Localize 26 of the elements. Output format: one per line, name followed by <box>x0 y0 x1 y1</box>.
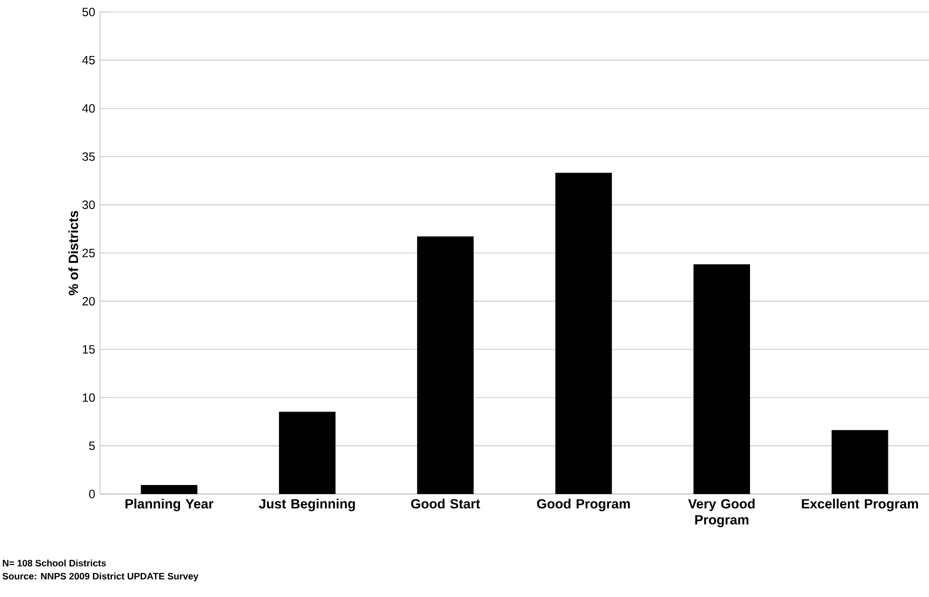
x-tick-label: Good Start <box>411 498 480 508</box>
text: N= 108 School Districts <box>2 560 106 566</box>
bar <box>417 236 474 494</box>
y-tick-label: 40 <box>82 104 95 113</box>
bar <box>278 412 336 494</box>
y-tick-label: 5 <box>89 442 95 450</box>
y-tick-label: 15 <box>82 345 95 354</box>
bar <box>140 485 198 494</box>
source-note: Source: NNPS 2009 District UPDATE Survey <box>2 572 198 582</box>
y-tick-label: 45 <box>82 56 95 64</box>
y-tick-label: 20 <box>82 296 95 306</box>
bar <box>832 430 888 494</box>
x-tick-label: Just Beginning <box>258 498 355 512</box>
y-axis-title: % of Districts <box>68 210 78 296</box>
y-tick-label: 30 <box>82 200 95 210</box>
y-tick-label: 35 <box>82 152 95 161</box>
bar <box>693 264 750 494</box>
x-tick-label: Planning Year <box>126 498 214 512</box>
bar <box>555 172 612 494</box>
x-tick-label: Excellent Program <box>802 498 918 512</box>
x-tick-label: Very Good Program <box>688 498 755 528</box>
y-tick-label: 50 <box>82 8 95 16</box>
x-tick-label: Good Program <box>537 498 630 512</box>
y-tick-label: 0 <box>89 490 95 498</box>
y-tick-label: 10 <box>82 393 95 402</box>
y-tick-label: 25 <box>82 248 95 258</box>
